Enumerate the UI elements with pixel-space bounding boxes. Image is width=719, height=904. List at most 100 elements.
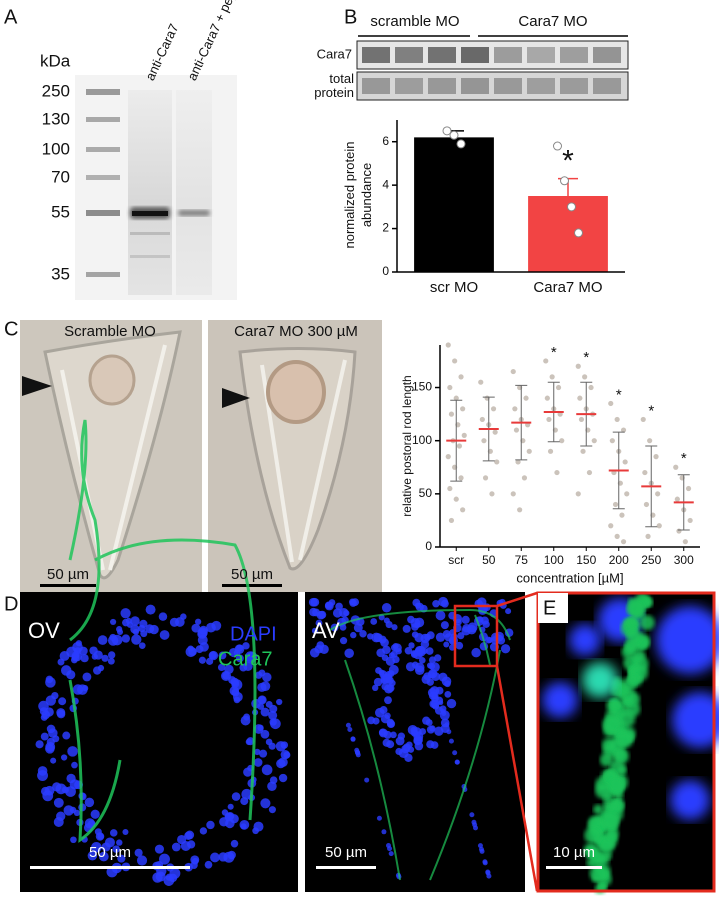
x-tick-label: 150 [576, 553, 596, 567]
nucleus [169, 867, 181, 879]
x-tick-label: 50 [482, 553, 496, 567]
x-tick-label: 250 [641, 553, 661, 567]
zoom-line [495, 665, 539, 892]
cara7-zoom [586, 857, 597, 868]
cara7-stain [68, 419, 257, 843]
data-point [559, 438, 565, 444]
nucleus [253, 821, 264, 832]
nucleus [425, 647, 434, 655]
nucleus [45, 744, 55, 754]
panel-letter: B [344, 6, 357, 28]
view-label: OV [28, 618, 60, 643]
nucleus [71, 761, 78, 769]
nucleus [253, 724, 264, 734]
nucleus [260, 729, 270, 739]
data-point [645, 533, 651, 539]
nucleus [419, 728, 427, 735]
x-tick-label: scr MO [430, 279, 478, 296]
cara7-zoom [606, 827, 619, 841]
nucleus [69, 779, 80, 790]
nucleus [278, 773, 288, 783]
labels: A B C D E kDa scramble MO Cara7 MO Cara7… [4, 6, 595, 861]
ladder-band [86, 272, 120, 277]
significance: * [583, 349, 589, 366]
nucleus [125, 617, 132, 624]
data-point [555, 384, 562, 391]
significance: * [648, 402, 654, 419]
blot-band [560, 47, 588, 63]
data-point [490, 406, 497, 412]
nucleus [378, 669, 385, 676]
cara7-zoom [613, 790, 624, 800]
nucleus [122, 829, 129, 836]
nucleus [37, 770, 49, 781]
nucleus [87, 850, 98, 861]
cara7-zoom [597, 881, 607, 891]
nucleus [80, 654, 89, 663]
panel-letter: D [4, 593, 18, 615]
significance: * [616, 386, 622, 403]
data-point [494, 459, 500, 465]
nucleus [432, 599, 440, 608]
data-point [608, 523, 614, 529]
data-point [685, 485, 692, 492]
nucleus [353, 623, 363, 633]
nucleus [452, 750, 458, 756]
nucleus [444, 690, 452, 698]
nucleus [158, 853, 170, 865]
nucleus [232, 692, 243, 702]
data-point [554, 469, 560, 476]
data-point [456, 139, 466, 149]
western-blot-a [75, 75, 237, 300]
nucleus [199, 625, 208, 635]
data-point [642, 469, 648, 476]
nucleus [84, 797, 95, 808]
nucleus [40, 732, 49, 741]
nucleus [190, 855, 200, 865]
nucleus [388, 851, 394, 857]
marker-label: 70 [51, 167, 70, 186]
nucleus [315, 619, 323, 627]
nucleus [257, 695, 267, 705]
data-point [676, 528, 682, 534]
data-point [591, 438, 597, 444]
scale-bar [40, 584, 96, 587]
nucleus [53, 817, 64, 828]
nucleus [242, 642, 250, 650]
nucleus [442, 630, 451, 638]
marker-label: 250 [42, 81, 70, 100]
y-tick-label: 6 [382, 134, 389, 148]
nucleus [52, 782, 62, 792]
data-point [640, 416, 646, 423]
cara7-zoom [608, 800, 620, 812]
data-point [643, 501, 650, 508]
data-point [578, 416, 585, 423]
blot-band [461, 78, 489, 94]
stain-label: DAPI [230, 623, 277, 645]
data-point [624, 491, 630, 497]
x-tick-label: Cara7 MO [533, 279, 602, 296]
nucleus [110, 829, 118, 837]
nucleus [50, 757, 57, 764]
cara7-zoom [617, 731, 634, 748]
nucleus [312, 608, 321, 617]
nucleus [486, 637, 493, 644]
nucleus [63, 805, 74, 816]
nucleus [381, 829, 387, 835]
nucleus [243, 661, 253, 671]
blot-lane [128, 90, 172, 295]
data-point [547, 448, 554, 454]
nucleus [455, 618, 462, 626]
blot-band [362, 47, 390, 63]
nucleus [414, 741, 424, 751]
nucleus [332, 608, 343, 618]
nucleus [108, 651, 116, 659]
data-point [482, 475, 489, 481]
nucleus [120, 608, 131, 619]
panel-letter: C [4, 318, 18, 340]
nucleus [91, 841, 102, 853]
nucleus [410, 726, 417, 734]
nucleus [93, 650, 103, 660]
x-tick-label: 200 [609, 553, 629, 567]
x-tick-label: 75 [515, 553, 529, 567]
